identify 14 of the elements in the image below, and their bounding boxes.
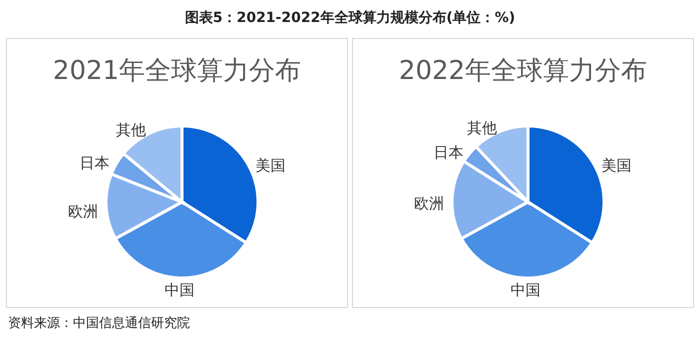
text: 图表5：2021-2022年全球算力规模分布(单位：%) (184, 9, 516, 27)
slice-label: 中国 (164, 280, 194, 299)
slice-label: 欧洲 (68, 202, 98, 220)
chart-title: 2022年全球算力分布 (398, 55, 648, 88)
slice-label: 欧洲 (414, 194, 444, 212)
slice-label: 日本 (433, 143, 464, 162)
text: 资料来源：中国信息通信研究院 (8, 315, 190, 332)
slice-label: 美国 (256, 156, 286, 175)
slice-label: 其他 (116, 120, 146, 139)
slice-label: 美国 (602, 156, 632, 175)
slice-label: 其他 (467, 118, 498, 137)
chart-title: 2021年全球算力分布 (52, 55, 302, 88)
slice-label: 日本 (80, 154, 110, 172)
slice-label: 中国 (510, 280, 540, 299)
